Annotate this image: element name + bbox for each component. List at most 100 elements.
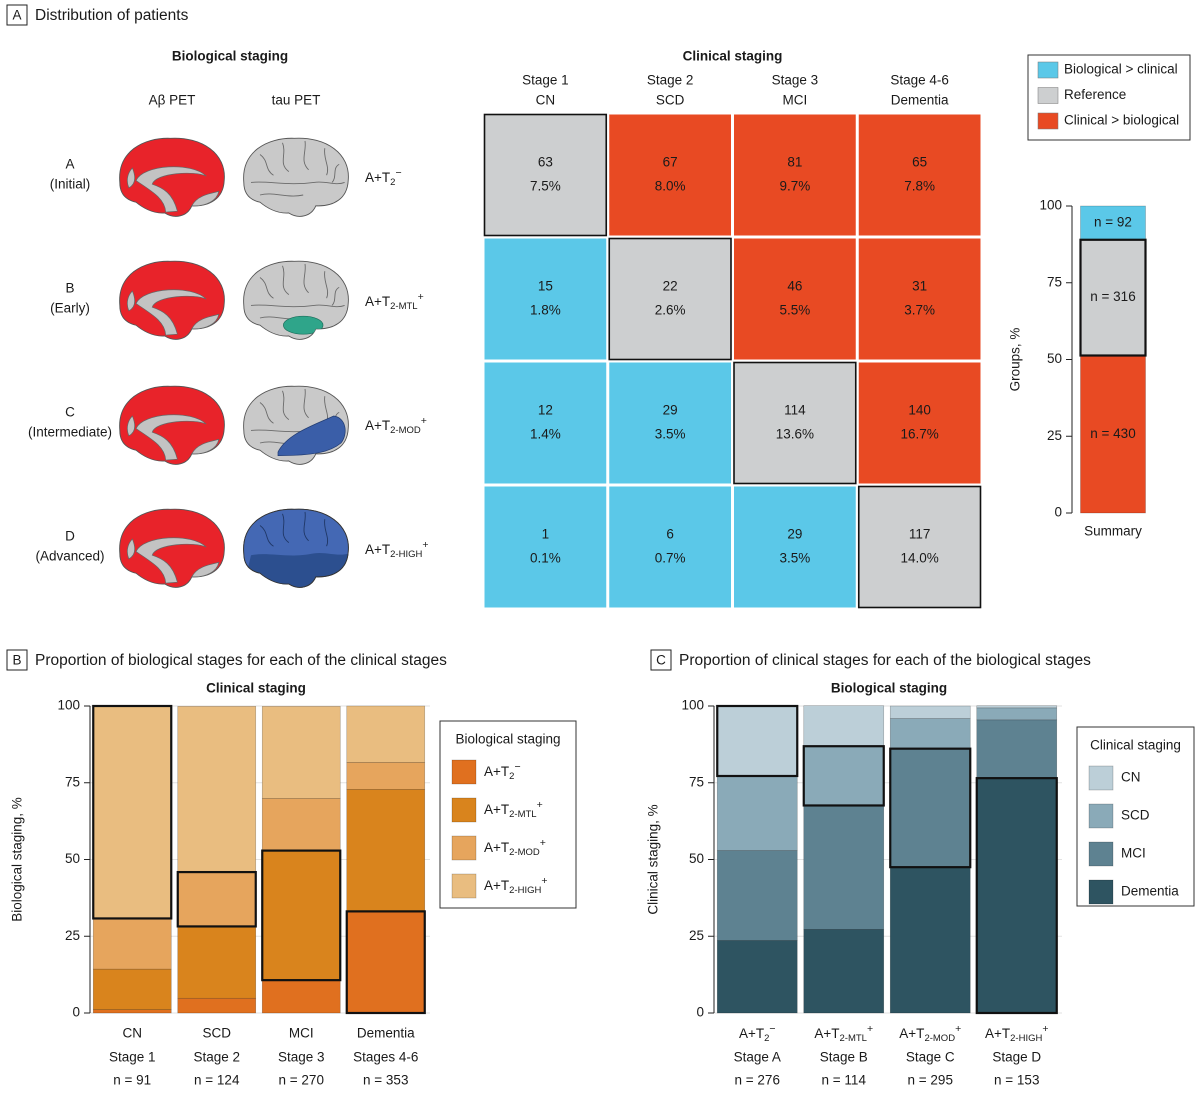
- x-tick-label-base: A+T: [814, 1026, 839, 1041]
- x-stage-label: Stage B: [820, 1050, 868, 1065]
- cell-percent: 1.8%: [530, 303, 561, 318]
- cell-percent: 14.0%: [900, 551, 938, 566]
- stage-label-sub: 2-MOD: [390, 425, 421, 436]
- x-tick-label: A+T2-MTL+: [814, 1023, 873, 1044]
- panel-letter-box: [6, 649, 28, 671]
- bar-segment: [803, 745, 885, 806]
- panel-letter: B: [12, 653, 21, 668]
- x-tick-label-sup: +: [867, 1023, 873, 1035]
- segment-label: n = 92: [1094, 214, 1132, 229]
- legend-title: Biological staging: [455, 732, 560, 747]
- bar-segment: [976, 707, 1058, 721]
- y-tick-label: 25: [65, 928, 80, 943]
- bar-segment: [346, 705, 426, 763]
- bar-segment: [976, 705, 1058, 709]
- legend-label-sub: 2-MTL: [509, 809, 536, 820]
- bar-segment: [346, 762, 426, 790]
- stage-letter: B: [65, 281, 74, 296]
- cell-count: 117: [909, 527, 931, 542]
- legend-swatch: [1037, 61, 1059, 79]
- bar-segment: [92, 968, 172, 1010]
- segment-label: n = 430: [1090, 426, 1135, 441]
- cell-percent: 2.6%: [655, 303, 686, 318]
- cell-percent: 7.5%: [530, 179, 561, 194]
- column-name: Dementia: [891, 93, 949, 108]
- cell-count: 6: [666, 527, 674, 542]
- y-tick-label: 100: [57, 698, 80, 713]
- bar-segment: [803, 929, 885, 1014]
- legend-label: MCI: [1121, 846, 1146, 861]
- legend-label-base: A+T: [484, 840, 509, 855]
- matrix-cell: [734, 486, 856, 608]
- x-stage-label: Stage 1: [109, 1050, 156, 1065]
- x-tick-label-base: A+T: [899, 1026, 924, 1041]
- stage-label-sub: 2-HIGH: [390, 549, 422, 560]
- x-tick-label-sub: 2-HIGH: [1010, 1033, 1042, 1044]
- bar-segment: [261, 706, 341, 799]
- cell-count: 15: [538, 279, 553, 294]
- stage-desc: (Early): [50, 301, 90, 316]
- x-stage-label: Stage 2: [193, 1050, 240, 1065]
- brain-amyloid: [120, 386, 225, 464]
- x-tick-label-base: A+T: [739, 1026, 764, 1041]
- cell-count: 67: [663, 155, 678, 170]
- brain-tau: [244, 386, 349, 464]
- stage-label-sup: +: [421, 415, 427, 427]
- legend-title: Clinical staging: [1090, 738, 1181, 753]
- y-tick-label: 25: [689, 928, 704, 943]
- cell-percent: 3.5%: [779, 551, 810, 566]
- x-tick-label: SCD: [202, 1026, 231, 1041]
- stage-label: A+T2−: [365, 167, 402, 188]
- matrix-cell: [733, 361, 857, 485]
- cell-count: 1: [542, 527, 550, 542]
- stage-letter: C: [65, 405, 75, 420]
- highlight-outline: [261, 849, 342, 982]
- x-stage-label: Stage 3: [278, 1050, 325, 1065]
- x-tick-label-base: A+T: [985, 1026, 1010, 1041]
- section-heading: Biological staging: [172, 49, 288, 64]
- y-tick-label: 75: [65, 774, 80, 789]
- legend-label: A+T2-HIGH+: [484, 875, 547, 896]
- cell-percent: 3.5%: [655, 427, 686, 442]
- cell-count: 29: [663, 403, 678, 418]
- legend-swatch: [1037, 87, 1059, 104]
- stage-label-sup: +: [422, 539, 428, 551]
- cell-count: 22: [663, 279, 678, 294]
- cell-count: 31: [912, 279, 927, 294]
- x-tick-label: A+T2-HIGH+: [985, 1023, 1048, 1044]
- legend-label-sup: +: [540, 837, 546, 849]
- legend-label-base: A+T: [484, 878, 509, 893]
- panel-letter-box: [650, 649, 672, 671]
- legend-swatch: [451, 797, 477, 823]
- y-tick-label: 0: [696, 1005, 704, 1020]
- column-stage: Stage 1: [522, 73, 569, 88]
- cell-count: 12: [538, 403, 553, 418]
- matrix-cell: [484, 362, 607, 484]
- legend-swatch: [1088, 879, 1114, 905]
- stage-label-sup: +: [418, 291, 424, 303]
- matrix-cell: [609, 362, 731, 484]
- matrix-cell: [609, 486, 731, 608]
- bar-segment: [716, 705, 798, 777]
- legend-label-sup: −: [514, 761, 520, 773]
- bar-segment: [716, 775, 798, 851]
- cell-percent: 8.0%: [655, 179, 686, 194]
- highlight-outline: [176, 870, 257, 928]
- highlight-outline: [975, 777, 1058, 1015]
- cell-count: 46: [787, 279, 802, 294]
- x-tick-label: MCI: [289, 1026, 314, 1041]
- y-tick-label: 75: [689, 774, 704, 789]
- bar-segment: [177, 706, 257, 873]
- bar-segment: [716, 940, 798, 1014]
- cell-percent: 13.6%: [776, 427, 814, 442]
- bar-segment: [261, 850, 341, 981]
- x-count-label: n = 353: [363, 1073, 408, 1088]
- x-tick-label: Dementia: [357, 1026, 415, 1041]
- y-tick-label: 50: [65, 851, 80, 866]
- cell-percent: 7.8%: [904, 179, 935, 194]
- x-count-label: n = 124: [194, 1073, 240, 1088]
- legend-label: A+T2−: [484, 761, 521, 782]
- cell-count: 29: [787, 527, 802, 542]
- bar-segment: [261, 798, 341, 851]
- cell-percent: 3.7%: [904, 303, 935, 318]
